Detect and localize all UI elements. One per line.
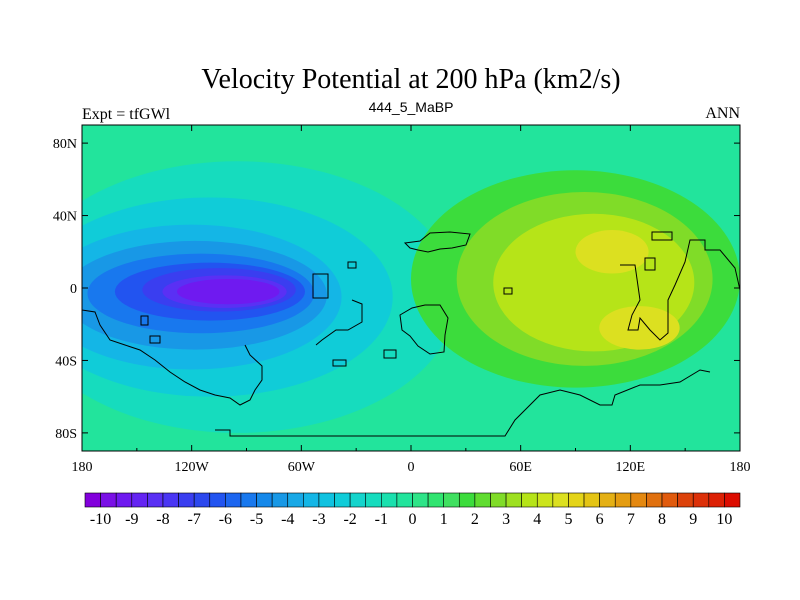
colorbar-swatch [365, 492, 382, 508]
colorbar-swatch [708, 492, 725, 508]
colorbar-label: 5 [564, 511, 572, 528]
x-axis: 180 120W 60W 0 60E 120E 180 [72, 125, 751, 475]
colorbar-label: -4 [281, 511, 294, 528]
experiment-label: Expt = tfGWl [82, 106, 171, 123]
colorbar-swatch [552, 492, 569, 508]
y-axis: 80N 40N 0 40S 80S [53, 137, 740, 442]
colorbar-label: 8 [658, 511, 666, 528]
colorbar-swatch [724, 492, 741, 508]
colorbar-label: -7 [188, 511, 201, 528]
x-tick-label: 120W [175, 460, 210, 475]
coastline-indonesia [503, 231, 673, 295]
colorbar-swatch [303, 492, 320, 508]
colorbar-swatch [178, 492, 195, 508]
y-tick-label: 80S [55, 427, 77, 442]
colorbar-swatch [396, 492, 413, 508]
colorbar-swatch [630, 492, 647, 508]
x-tick-label: 180 [730, 460, 751, 475]
colorbar-swatch [568, 492, 585, 508]
colorbar-label: -2 [343, 511, 356, 528]
colorbar-label: 0 [409, 511, 417, 528]
y-tick-label: 40N [53, 210, 77, 225]
coastline-asia-maritime [620, 239, 740, 341]
colorbar-swatch [677, 492, 694, 508]
colorbar-label: 6 [596, 511, 604, 528]
colorbar-swatch [100, 492, 117, 508]
colorbar-swatch [412, 492, 429, 508]
colorbar-labels: -10 -9 -8 -7 -6 -5 -4 -3 -2 -1 0 1 2 3 4 5 6 7 8 9 10 [90, 511, 732, 528]
y-tick-label: 80N [53, 137, 77, 152]
colorbar-swatch [209, 492, 226, 508]
colorbar-label: -6 [219, 511, 232, 528]
colorbar-swatch [115, 492, 133, 508]
colorbar-label: -8 [156, 511, 169, 528]
colorbar-label: 1 [440, 511, 448, 528]
colorbar-swatch [646, 492, 663, 508]
colorbar-swatch [443, 492, 460, 508]
contour-level-4_5 [599, 306, 680, 350]
colorbar-label: 4 [533, 511, 541, 528]
colorbar-swatch [162, 492, 179, 508]
x-tick-label: 60E [509, 460, 532, 475]
x-tick-label: 180 [72, 460, 93, 475]
y-tick-label: 40S [55, 354, 77, 369]
colorbar-label: -1 [375, 511, 388, 528]
colorbar-swatch [318, 492, 335, 508]
colorbar-swatch [334, 492, 351, 508]
colorbar-swatch [381, 492, 398, 508]
colorbar-swatch [505, 492, 522, 508]
colorbar-label: 9 [689, 511, 697, 528]
x-tick-label: 120E [616, 460, 646, 475]
coastline-antarctica [215, 369, 711, 437]
colorbar-swatch [256, 492, 273, 508]
colorbar-swatch [84, 492, 101, 508]
coastline-africa [399, 304, 449, 355]
colorbar-swatch [614, 492, 632, 508]
colorbar-label: -5 [250, 511, 263, 528]
colorbar-label: 3 [502, 511, 510, 528]
colorbar-label: 10 [716, 511, 732, 528]
contour-level-neg9_5 [177, 278, 280, 305]
colorbar-swatch [536, 492, 554, 508]
colorbar-swatch [427, 492, 444, 508]
contour-level-4_5 [575, 230, 649, 274]
colorbar-swatch [661, 492, 678, 508]
colorbar-label: -3 [312, 511, 325, 528]
colorbar-swatch [458, 492, 476, 508]
case-label: 444_5_MaBP [369, 99, 454, 115]
colorbar-swatch [225, 492, 242, 508]
colorbar-swatch [271, 492, 289, 508]
field-layer [82, 125, 740, 451]
colorbar-label: -10 [90, 511, 111, 528]
colorbar [84, 492, 741, 508]
colorbar-label: 2 [471, 511, 479, 528]
coastline-europe [403, 231, 471, 253]
colorbar-swatch [521, 492, 538, 508]
coastline-atlantic-islands [315, 261, 397, 367]
colorbar-swatch [287, 492, 304, 508]
colorbar-swatch [349, 492, 367, 508]
coastlines [82, 231, 740, 437]
season-label: ANN [705, 105, 740, 122]
colorbar-swatch [193, 492, 211, 508]
coastline-south-america-west [82, 309, 263, 406]
colorbar-swatch [131, 492, 148, 508]
colorbar-swatch [599, 492, 616, 508]
x-tick-label: 0 [408, 460, 415, 475]
x-tick-label: 60W [288, 460, 316, 475]
chart-title: Velocity Potential at 200 hPa (km2/s) [201, 64, 620, 95]
colorbar-swatch [583, 492, 600, 508]
colorbar-swatch [474, 492, 491, 508]
colorbar-swatch [692, 492, 710, 508]
colorbar-swatch [240, 492, 257, 508]
y-tick-label: 0 [70, 282, 77, 297]
colorbar-label: 7 [627, 511, 635, 528]
colorbar-label: -9 [125, 511, 138, 528]
colorbar-swatch [147, 492, 164, 508]
colorbar-swatch [490, 492, 507, 508]
coastline-pacific-islands [140, 273, 329, 344]
